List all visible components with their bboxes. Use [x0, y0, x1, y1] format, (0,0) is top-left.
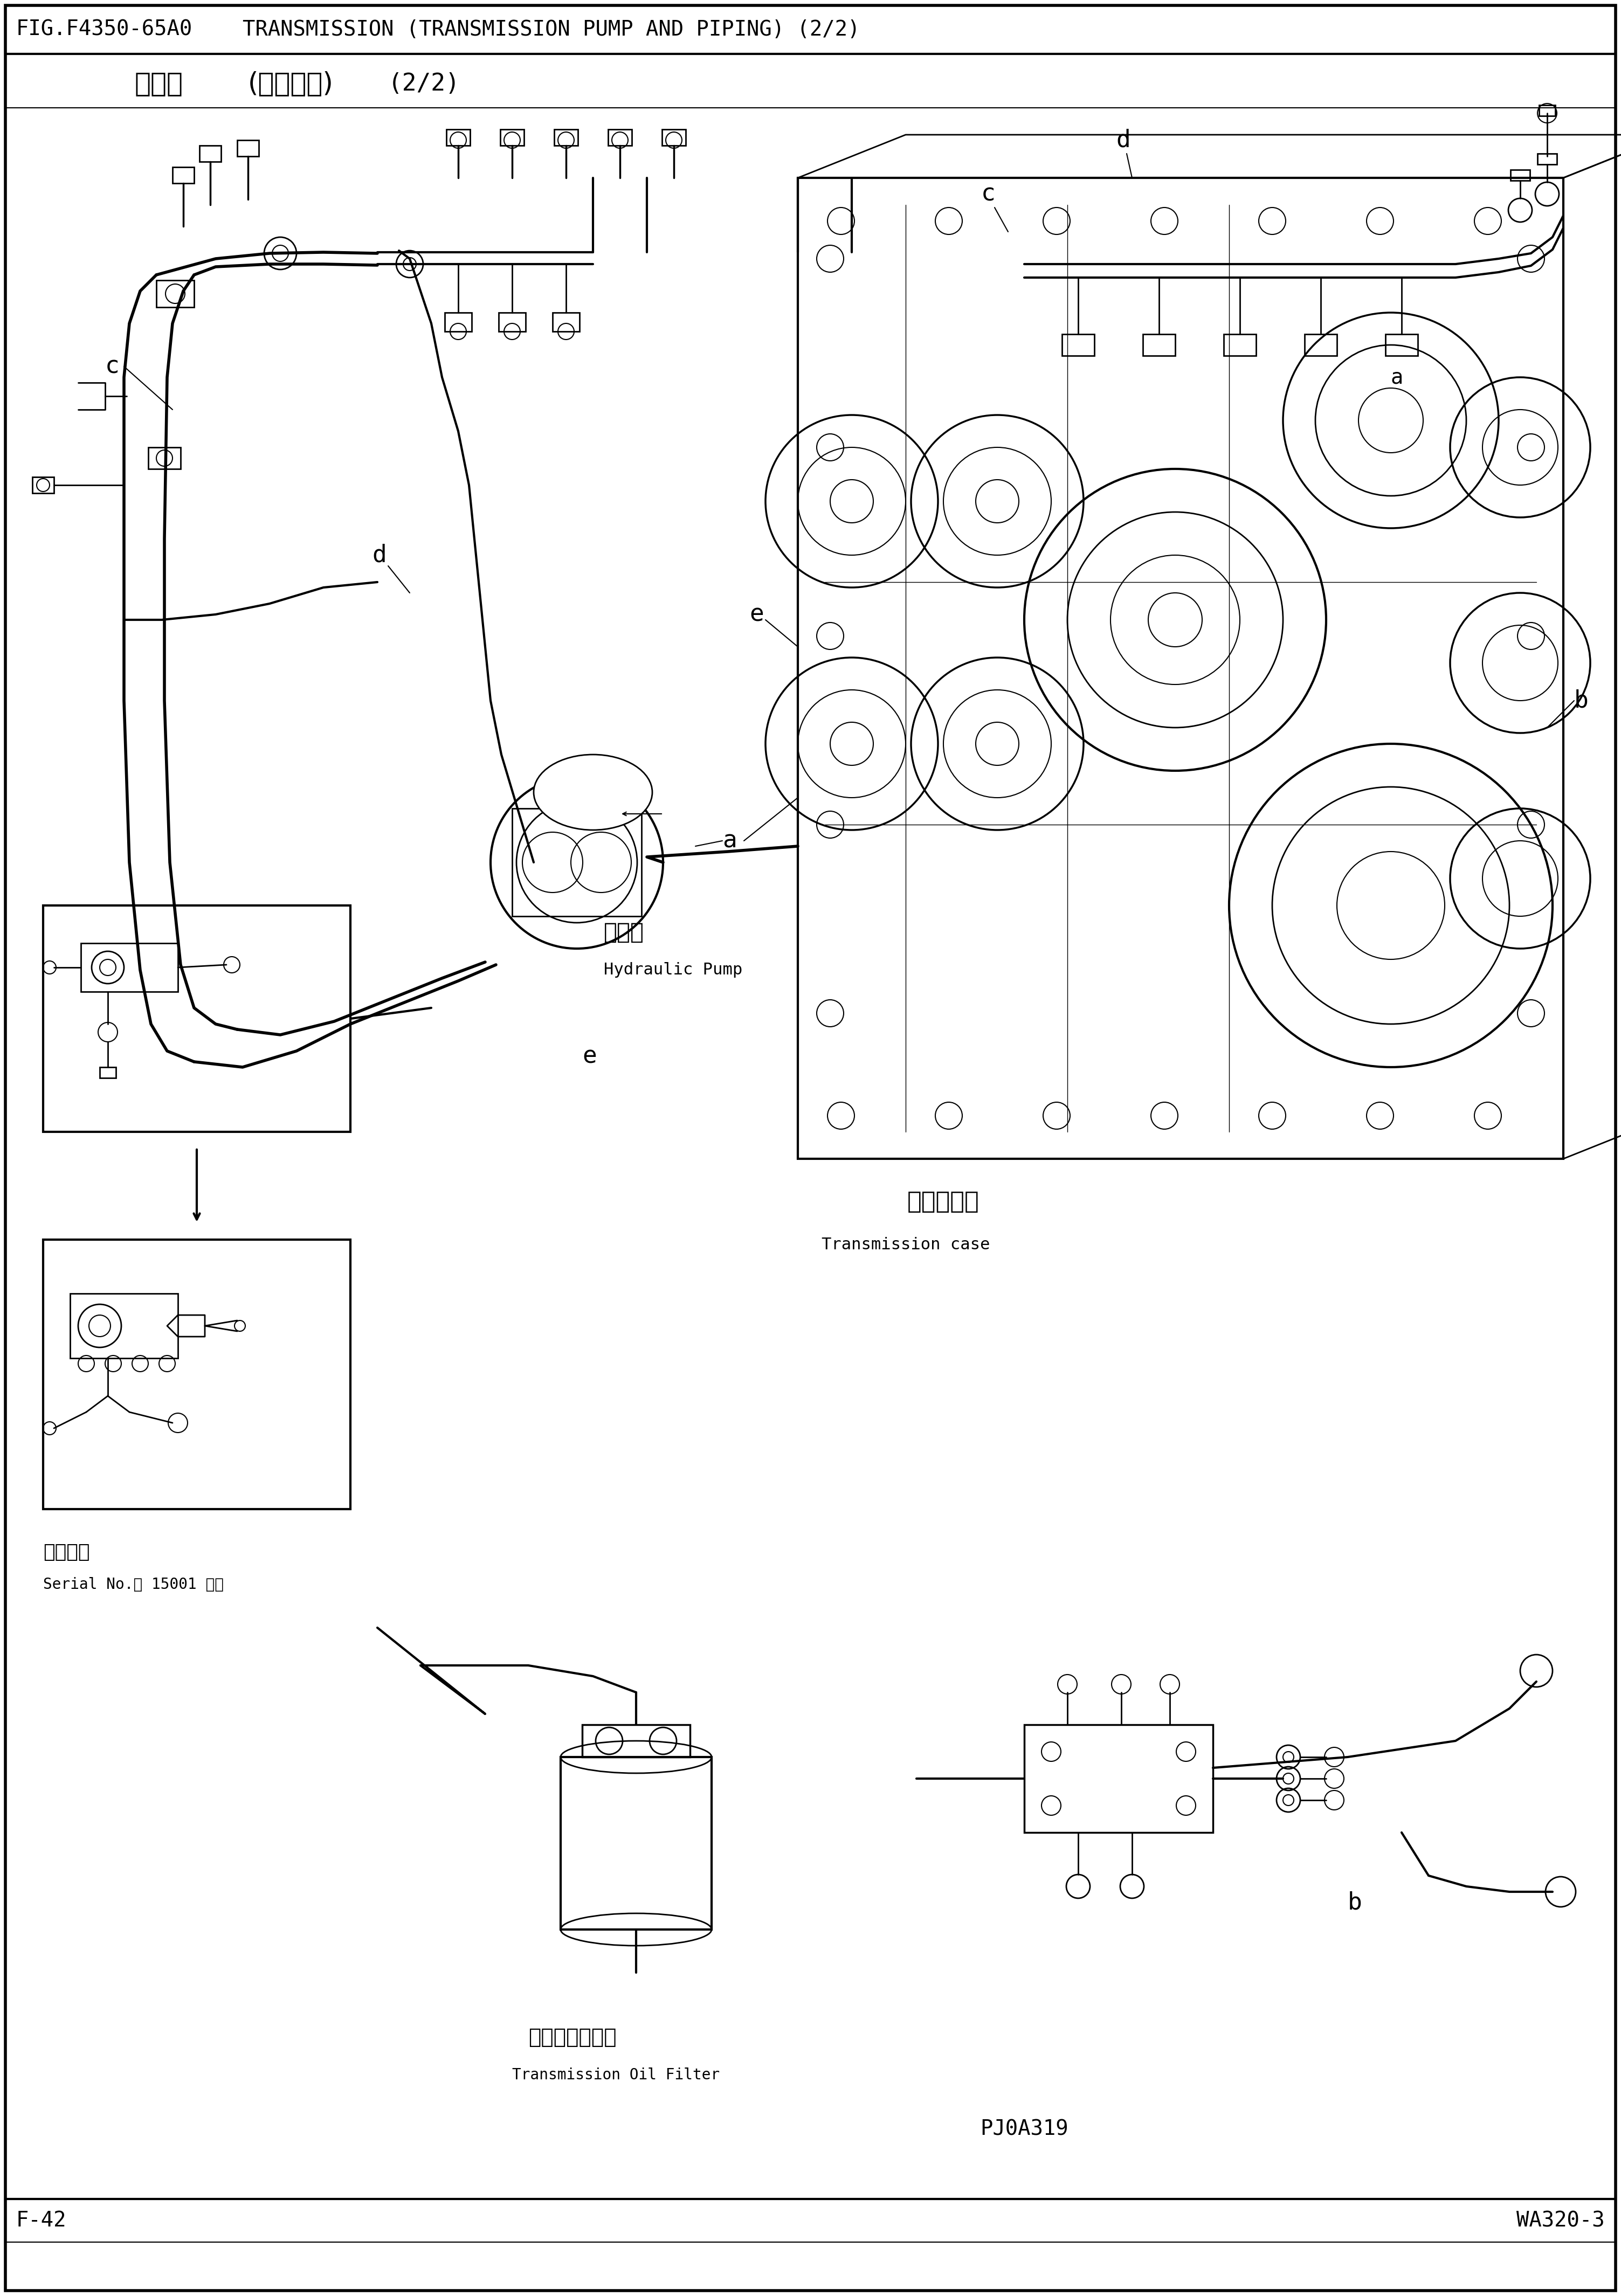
Text: b: b	[1347, 1892, 1362, 1915]
Text: b: b	[1574, 689, 1589, 712]
Bar	[1305, 335, 1337, 356]
Bar	[512, 808, 642, 916]
Text: d: d	[1115, 129, 1130, 152]
Text: 变速笱壳体: 变速笱壳体	[908, 1189, 979, 1215]
Bar	[1024, 1724, 1213, 1832]
Bar	[44, 1240, 350, 1508]
Text: Transmission case: Transmission case	[822, 1238, 990, 1254]
Bar	[81, 944, 178, 992]
Text: F-42: F-42	[16, 2211, 66, 2232]
Bar	[148, 448, 180, 468]
Bar	[237, 140, 259, 156]
Bar	[1511, 170, 1530, 181]
Bar	[1538, 106, 1555, 115]
Text: 通用号就: 通用号就	[44, 1543, 89, 1561]
Text: e: e	[582, 1045, 597, 1068]
Bar	[156, 280, 195, 308]
Bar	[32, 478, 53, 494]
Bar	[446, 129, 470, 145]
Bar	[554, 129, 579, 145]
Text: a: a	[723, 829, 738, 852]
Text: TRANSMISSION (TRANSMISSION PUMP AND PIPING) (2/2): TRANSMISSION (TRANSMISSION PUMP AND PIPI…	[243, 18, 861, 39]
Bar	[661, 129, 686, 145]
Text: d: d	[371, 544, 386, 567]
Text: c: c	[105, 356, 120, 379]
Ellipse shape	[533, 755, 652, 831]
Bar	[1224, 335, 1256, 356]
Bar	[608, 129, 632, 145]
Bar	[1386, 335, 1418, 356]
Text: c: c	[981, 181, 995, 207]
Bar	[553, 312, 579, 331]
Text: 溢流泵: 溢流泵	[603, 921, 644, 944]
Bar	[1537, 154, 1556, 165]
Text: a: a	[1391, 367, 1404, 388]
Text: Transmission Oil Filter: Transmission Oil Filter	[512, 2066, 720, 2082]
Bar	[499, 312, 525, 331]
Text: Hydraulic Pump: Hydraulic Pump	[603, 962, 742, 978]
Text: 变速笱油过滤器: 变速笱油过滤器	[528, 2027, 616, 2048]
Text: e: e	[749, 604, 763, 627]
Bar	[1143, 335, 1175, 356]
Bar	[582, 1724, 691, 1756]
Bar	[501, 129, 524, 145]
Text: WA320-3: WA320-3	[1517, 2211, 1605, 2232]
Bar	[101, 1068, 115, 1077]
Bar	[70, 1293, 178, 1359]
Bar	[444, 312, 472, 331]
Bar	[172, 168, 195, 184]
Bar	[199, 145, 220, 161]
Bar	[798, 177, 1563, 1159]
Bar	[1062, 335, 1094, 356]
Text: (泵及管路): (泵及管路)	[248, 71, 334, 96]
Bar	[561, 1756, 712, 1929]
Bar	[44, 905, 350, 1132]
Text: PJ0A319: PJ0A319	[981, 2119, 1068, 2140]
Text: FIG.F4350-65A0: FIG.F4350-65A0	[16, 18, 193, 39]
Text: Serial No.｛ 15001 ）～: Serial No.｛ 15001 ）～	[44, 1577, 224, 1591]
Text: (2/2): (2/2)	[387, 71, 460, 94]
Text: 变速笱: 变速笱	[135, 71, 183, 96]
